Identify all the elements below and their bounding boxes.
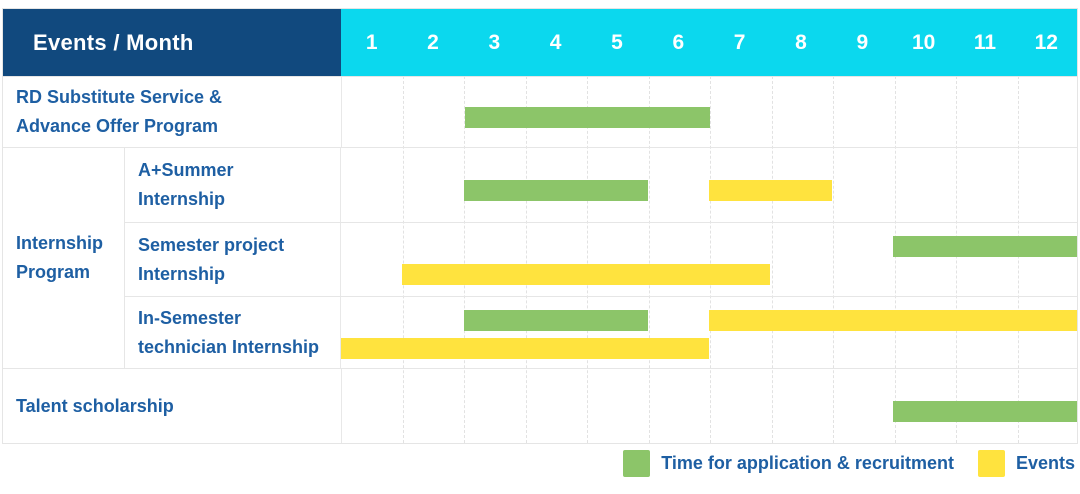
month-gridline bbox=[402, 76, 404, 443]
month-gridline bbox=[648, 76, 650, 443]
legend-label: Events bbox=[1015, 453, 1075, 473]
month-gridlines bbox=[341, 76, 1079, 443]
legend-item-events: Events bbox=[977, 450, 1075, 477]
month-header-4: 4 bbox=[549, 30, 562, 54]
month-gridline bbox=[525, 76, 527, 443]
month-gridline bbox=[1017, 76, 1019, 443]
legend-label: Time for application & recruitment bbox=[661, 453, 954, 473]
row-label-line: Semester project bbox=[138, 234, 285, 255]
group-row: Internship Program A+Summer Internship Semes… bbox=[3, 147, 1077, 368]
month-gridline bbox=[710, 76, 711, 443]
legend-swatch-events bbox=[977, 450, 1005, 477]
subrow-label: A+Summer Internship bbox=[125, 148, 340, 222]
row-label-line: Internship bbox=[16, 233, 104, 253]
gantt-bar-application bbox=[463, 180, 648, 201]
legend: Time for application & recruitment Events bbox=[623, 450, 1075, 477]
row-label: RD Substitute Service & Advance Offer Pro… bbox=[3, 77, 341, 147]
month-header-7: 7 bbox=[733, 30, 746, 54]
gantt-bar-events bbox=[341, 338, 709, 359]
month-header-5: 5 bbox=[611, 30, 623, 54]
row-chart-area bbox=[340, 223, 1077, 296]
gantt-bar-events bbox=[709, 310, 1077, 331]
row-label-line: technician Internship bbox=[138, 336, 320, 357]
table-row: Talent scholarship bbox=[3, 368, 1077, 443]
gantt-bar-events bbox=[709, 180, 832, 201]
month-gridline bbox=[894, 76, 896, 443]
header-title: Events / Month bbox=[3, 9, 341, 76]
table-subrow: A+Summer Internship bbox=[125, 148, 1077, 222]
row-chart-area bbox=[341, 369, 1077, 443]
table-row: RD Substitute Service & Advance Offer Pro… bbox=[3, 76, 1077, 147]
gantt-bar-application bbox=[464, 107, 710, 128]
month-gridline bbox=[464, 76, 465, 443]
month-gridline bbox=[833, 76, 834, 443]
table-subrow: Semester project Internship bbox=[125, 222, 1077, 296]
month-header-9: 9 bbox=[856, 30, 869, 54]
month-header-2: 2 bbox=[427, 30, 439, 54]
row-label-line: In-Semester bbox=[138, 307, 242, 328]
row-chart-area bbox=[340, 297, 1077, 368]
row-chart-area bbox=[341, 77, 1077, 147]
month-header-12: 12 bbox=[1034, 30, 1058, 54]
row-label-line: Internship bbox=[138, 263, 226, 284]
month-header-8: 8 bbox=[795, 30, 807, 54]
row-label-line: Talent scholarship bbox=[16, 395, 174, 416]
month-header-3: 3 bbox=[488, 30, 501, 54]
row-label-line: Internship bbox=[138, 189, 226, 209]
month-gridline bbox=[771, 76, 773, 443]
row-chart-area bbox=[340, 148, 1077, 222]
row-label-line: Program bbox=[16, 262, 91, 282]
subrow-label: In-Semester technician Internship bbox=[125, 297, 340, 368]
month-header-6: 6 bbox=[672, 30, 685, 54]
row-label: Talent scholarship bbox=[3, 369, 341, 443]
row-label-line: A+Summer bbox=[138, 160, 234, 180]
gantt-bar-events bbox=[402, 264, 771, 285]
row-label-line: Advance Offer Program bbox=[16, 116, 219, 136]
table-body: RD Substitute Service & Advance Offer Pro… bbox=[3, 76, 1077, 443]
month-gridline bbox=[956, 76, 957, 443]
group-subrows: A+Summer Internship Semester project Intern… bbox=[125, 148, 1077, 368]
month-header-cells: 1 2 3 4 5 6 7 8 9 10 11 12 bbox=[341, 9, 1077, 76]
gantt-bar-application bbox=[893, 236, 1077, 257]
gantt-table: Events / Month 1 2 3 4 5 6 7 8 9 10 11 12 RD Substi… bbox=[2, 8, 1078, 444]
month-header-11: 11 bbox=[973, 30, 997, 54]
month-header-10: 10 bbox=[911, 30, 936, 54]
subrow-label: Semester project Internship bbox=[125, 223, 340, 296]
table-header-row: Events / Month 1 2 3 4 5 6 7 8 9 10 11 12 bbox=[3, 9, 1077, 76]
month-header-1: 1 bbox=[365, 30, 378, 54]
gantt-bar-application bbox=[893, 401, 1077, 422]
row-label-line: RD Substitute Service & bbox=[16, 87, 223, 107]
legend-swatch-application bbox=[623, 450, 651, 477]
table-subrow: In-Semester technician Internship bbox=[125, 296, 1077, 368]
month-gridline bbox=[587, 76, 588, 443]
legend-item-application: Time for application & recruitment bbox=[623, 450, 954, 477]
group-label: Internship Program bbox=[3, 148, 125, 368]
gantt-bar-application bbox=[463, 310, 648, 331]
